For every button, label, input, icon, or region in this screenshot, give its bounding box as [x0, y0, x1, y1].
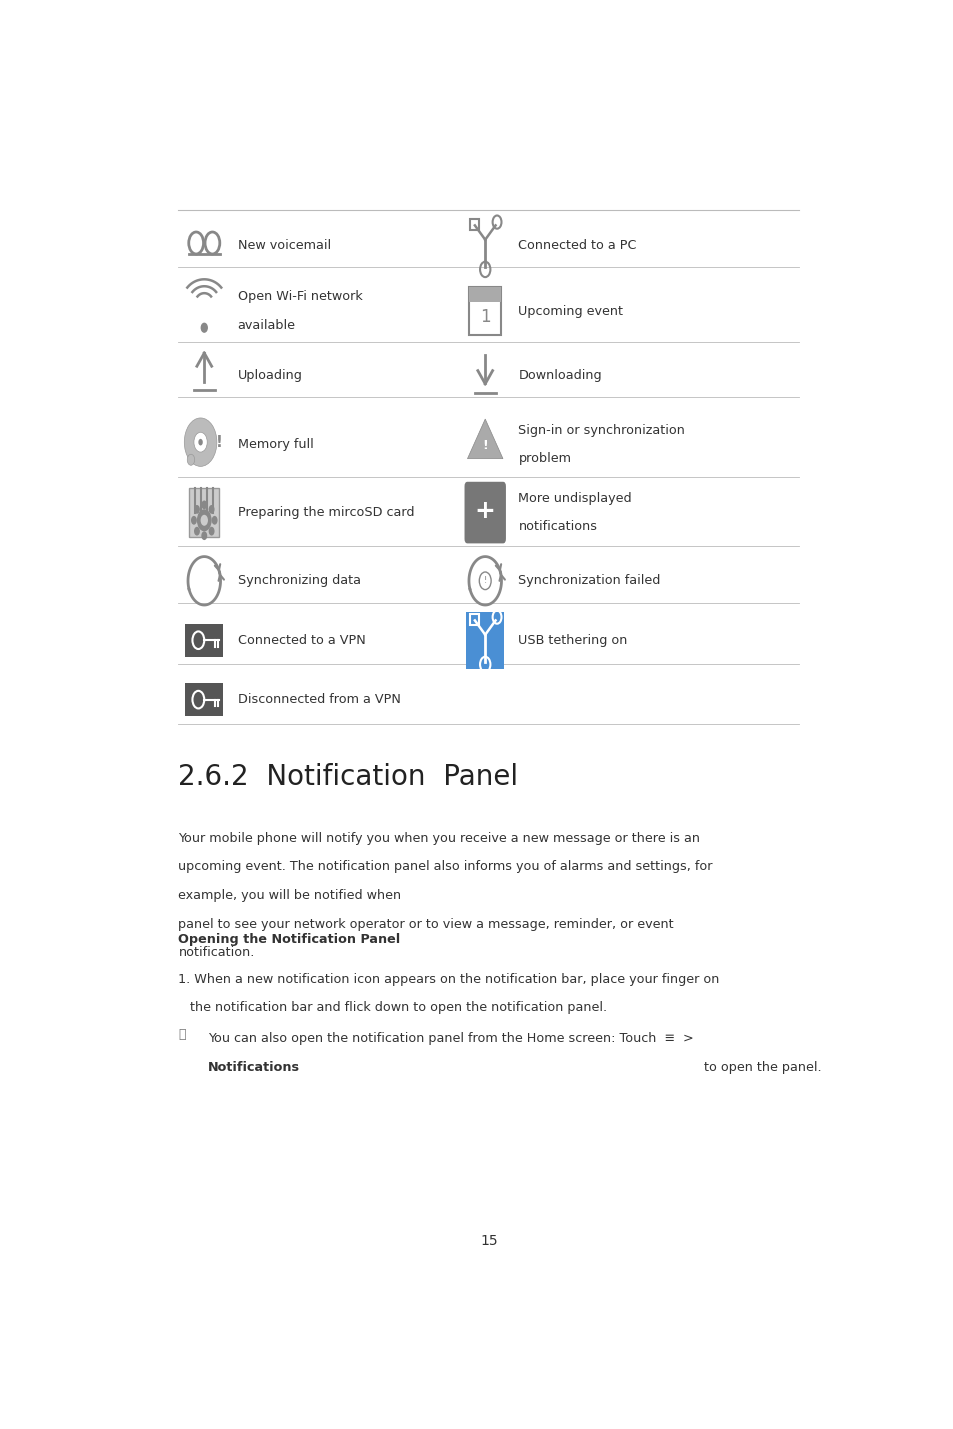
FancyBboxPatch shape: [185, 623, 223, 657]
Text: Memory full: Memory full: [237, 437, 313, 452]
Text: the notification bar and flick down to open the notification panel.: the notification bar and flick down to o…: [178, 1002, 607, 1015]
Text: 2.6.2  Notification  Panel: 2.6.2 Notification Panel: [178, 763, 518, 792]
Circle shape: [196, 509, 212, 532]
Text: Connected to a PC: Connected to a PC: [518, 239, 637, 252]
Circle shape: [201, 323, 207, 332]
FancyBboxPatch shape: [464, 482, 505, 543]
Circle shape: [193, 527, 200, 536]
Text: available: available: [237, 319, 295, 332]
Text: to open the panel.: to open the panel.: [700, 1060, 821, 1073]
Text: +: +: [475, 500, 496, 523]
FancyBboxPatch shape: [469, 287, 501, 303]
Circle shape: [201, 500, 207, 509]
Text: You can also open the notification panel from the Home screen: Touch  ≡  >: You can also open the notification panel…: [208, 1032, 693, 1045]
Text: Uploading: Uploading: [237, 369, 302, 382]
Text: 1: 1: [479, 307, 490, 326]
Text: Connected to a VPN: Connected to a VPN: [237, 633, 365, 647]
Text: Synchronization failed: Synchronization failed: [518, 574, 660, 587]
Polygon shape: [467, 419, 502, 459]
Text: Sign-in or synchronization: Sign-in or synchronization: [518, 423, 684, 436]
Text: example, you will be notified when: example, you will be notified when: [178, 889, 405, 902]
Text: Preparing the mircoSD card: Preparing the mircoSD card: [237, 506, 414, 519]
Circle shape: [184, 417, 216, 466]
Text: Downloading: Downloading: [518, 369, 601, 382]
Circle shape: [201, 532, 207, 540]
Text: Synchronizing data: Synchronizing data: [237, 574, 360, 587]
Circle shape: [191, 516, 196, 524]
Text: notifications: notifications: [518, 520, 597, 533]
Text: panel to see your network operator or to view a message, reminder, or event: panel to see your network operator or to…: [178, 917, 674, 930]
Text: !: !: [482, 439, 488, 452]
Circle shape: [198, 439, 203, 446]
Circle shape: [478, 572, 491, 590]
FancyBboxPatch shape: [469, 287, 501, 336]
Text: Notifications: Notifications: [208, 1060, 299, 1073]
Text: !: !: [215, 434, 222, 450]
Text: problem: problem: [518, 452, 571, 466]
Circle shape: [193, 504, 200, 514]
Text: notification.: notification.: [178, 946, 254, 959]
FancyBboxPatch shape: [185, 683, 223, 716]
Circle shape: [212, 516, 217, 524]
Circle shape: [209, 527, 214, 536]
Text: ⚿: ⚿: [178, 1027, 186, 1040]
Text: upcoming event. The notification panel also informs you of alarms and settings, : upcoming event. The notification panel a…: [178, 860, 712, 873]
Circle shape: [209, 504, 214, 514]
Text: !: !: [483, 576, 486, 586]
FancyBboxPatch shape: [465, 612, 504, 669]
Text: Upcoming event: Upcoming event: [518, 304, 623, 317]
Text: USB tethering on: USB tethering on: [518, 633, 627, 647]
Text: Your mobile phone will notify you when you receive a new message or there is an: Your mobile phone will notify you when y…: [178, 832, 700, 845]
Circle shape: [193, 432, 207, 452]
Text: Open Wi-Fi network: Open Wi-Fi network: [237, 290, 362, 303]
FancyBboxPatch shape: [190, 489, 219, 537]
Text: Opening the Notification Panel: Opening the Notification Panel: [178, 933, 400, 946]
Text: 15: 15: [479, 1233, 497, 1248]
Text: 1. When a new notification icon appears on the notification bar, place your fing: 1. When a new notification icon appears …: [178, 973, 719, 986]
Text: New voicemail: New voicemail: [237, 239, 331, 252]
Text: Disconnected from a VPN: Disconnected from a VPN: [237, 693, 400, 706]
Circle shape: [187, 454, 194, 466]
Circle shape: [200, 514, 208, 526]
Text: More undisplayed: More undisplayed: [518, 492, 632, 504]
